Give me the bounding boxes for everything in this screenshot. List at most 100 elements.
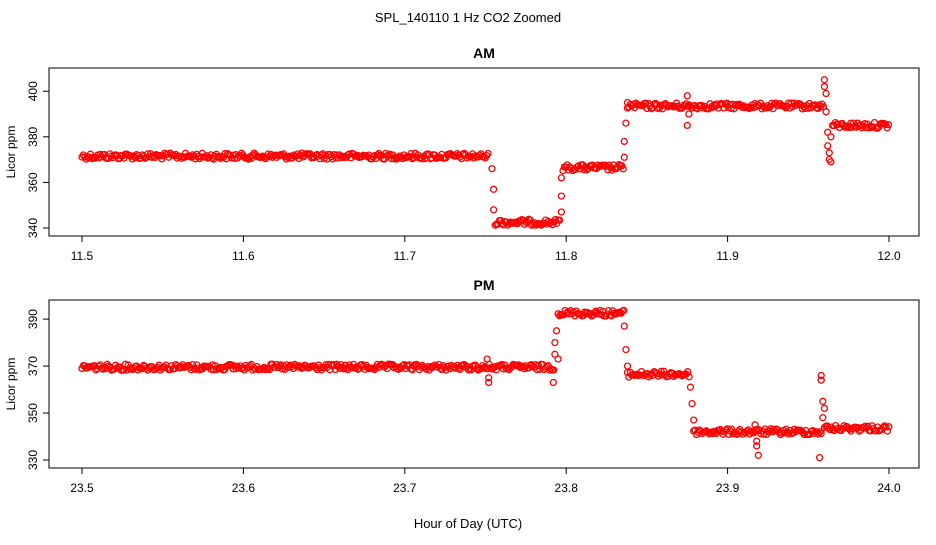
panel-am: AM Licor ppm 11.5 11.6 11.7 11.8 11.9 12.0 340 36… [4,45,920,263]
data-point [822,108,830,116]
data-point [824,142,832,150]
plot-frame-am [48,67,920,237]
data-point [330,360,338,369]
y-tick-label-am: 340 [26,218,40,238]
data-point [827,133,835,141]
data-point [884,120,893,129]
data-point [861,120,869,128]
data-point [620,322,628,330]
x-tick-label-am: 12.0 [877,249,901,263]
y-axis-label-pm: Licor ppm [4,358,18,411]
data-point [620,306,628,315]
data-point [841,424,850,432]
data-point [883,427,892,435]
data-point [719,100,727,108]
y-tick-label-pm: 330 [26,450,40,470]
y-tick-label-pm: 370 [26,356,40,376]
y-tick-label-pm: 390 [26,309,40,329]
data-point [825,149,833,157]
data-point [683,92,691,100]
data-point [550,366,558,374]
y-axis-label-am: Licor ppm [4,126,18,179]
data-point [554,355,562,363]
data-point [623,98,632,107]
data-point [292,361,300,370]
data-point [686,383,695,391]
points-am [78,76,893,229]
data-point [820,83,829,91]
data-point [488,165,496,173]
data-point [623,362,632,370]
x-tick-label-pm: 23.9 [716,481,740,495]
data-point [545,366,554,374]
data-point [819,397,827,405]
x-tick-label-pm: 23.5 [70,481,94,495]
x-tick-label-am: 11.7 [394,249,417,263]
y-tick-label-am: 400 [26,81,40,101]
data-point [885,423,893,431]
data-point [473,365,481,373]
data-point [215,153,223,161]
data-point [754,451,762,459]
data-point [751,421,759,429]
data-point [859,424,868,432]
data-point [622,345,630,354]
data-point [882,120,890,129]
data-point [753,442,761,450]
data-point [769,425,778,433]
x-tick-label-pm: 23.7 [393,481,417,495]
data-point [408,155,417,163]
figure-title: SPL_140110 1 Hz CO2 Zoomed [375,10,561,25]
y-tick-label-am: 360 [26,172,40,192]
data-point [552,327,561,335]
data-point [485,374,493,382]
panel-title-pm: PM [474,277,495,293]
plot-frame-pm [48,299,920,469]
data-point [660,367,668,375]
data-point [620,137,628,146]
data-point [480,364,488,372]
data-point [557,174,566,182]
data-point [753,437,761,445]
data-point [557,208,566,216]
data-point [865,124,873,132]
panel-title-am: AM [473,45,495,61]
data-point [335,364,344,372]
data-point [861,422,869,430]
data-point [685,373,693,381]
data-point [827,158,835,166]
data-point [176,152,184,161]
data-point [88,154,96,163]
data-point [503,364,512,372]
x-tick-label-pm: 24.0 [877,481,901,495]
data-point [485,378,493,387]
data-point [817,371,825,380]
x-tick-label-am: 11.6 [232,249,255,263]
data-point [820,404,829,412]
data-point [815,454,824,462]
data-point [533,365,541,374]
data-point [882,423,890,431]
x-tick-label-pm: 23.8 [555,481,579,495]
data-point [619,165,627,173]
data-point [484,149,492,158]
x-tick-label-am: 11.5 [71,249,94,263]
data-point [555,216,564,224]
data-point [340,365,348,373]
data-point [498,360,506,369]
data-point [551,338,559,347]
data-point [338,153,347,162]
y-tick-label-pm: 350 [26,403,40,423]
data-point [646,371,654,379]
data-point [557,192,566,200]
data-point [819,414,827,422]
data-point [489,185,498,193]
y-tick-label-am: 380 [26,126,40,146]
data-point [733,100,741,109]
data-point [820,76,829,84]
points-pm [78,306,893,462]
data-point [817,429,825,438]
data-point [551,215,560,224]
